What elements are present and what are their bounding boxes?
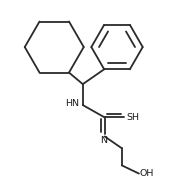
Text: OH: OH (140, 169, 154, 178)
Text: SH: SH (126, 113, 139, 122)
Text: HN: HN (65, 99, 79, 108)
Text: N: N (100, 136, 107, 146)
